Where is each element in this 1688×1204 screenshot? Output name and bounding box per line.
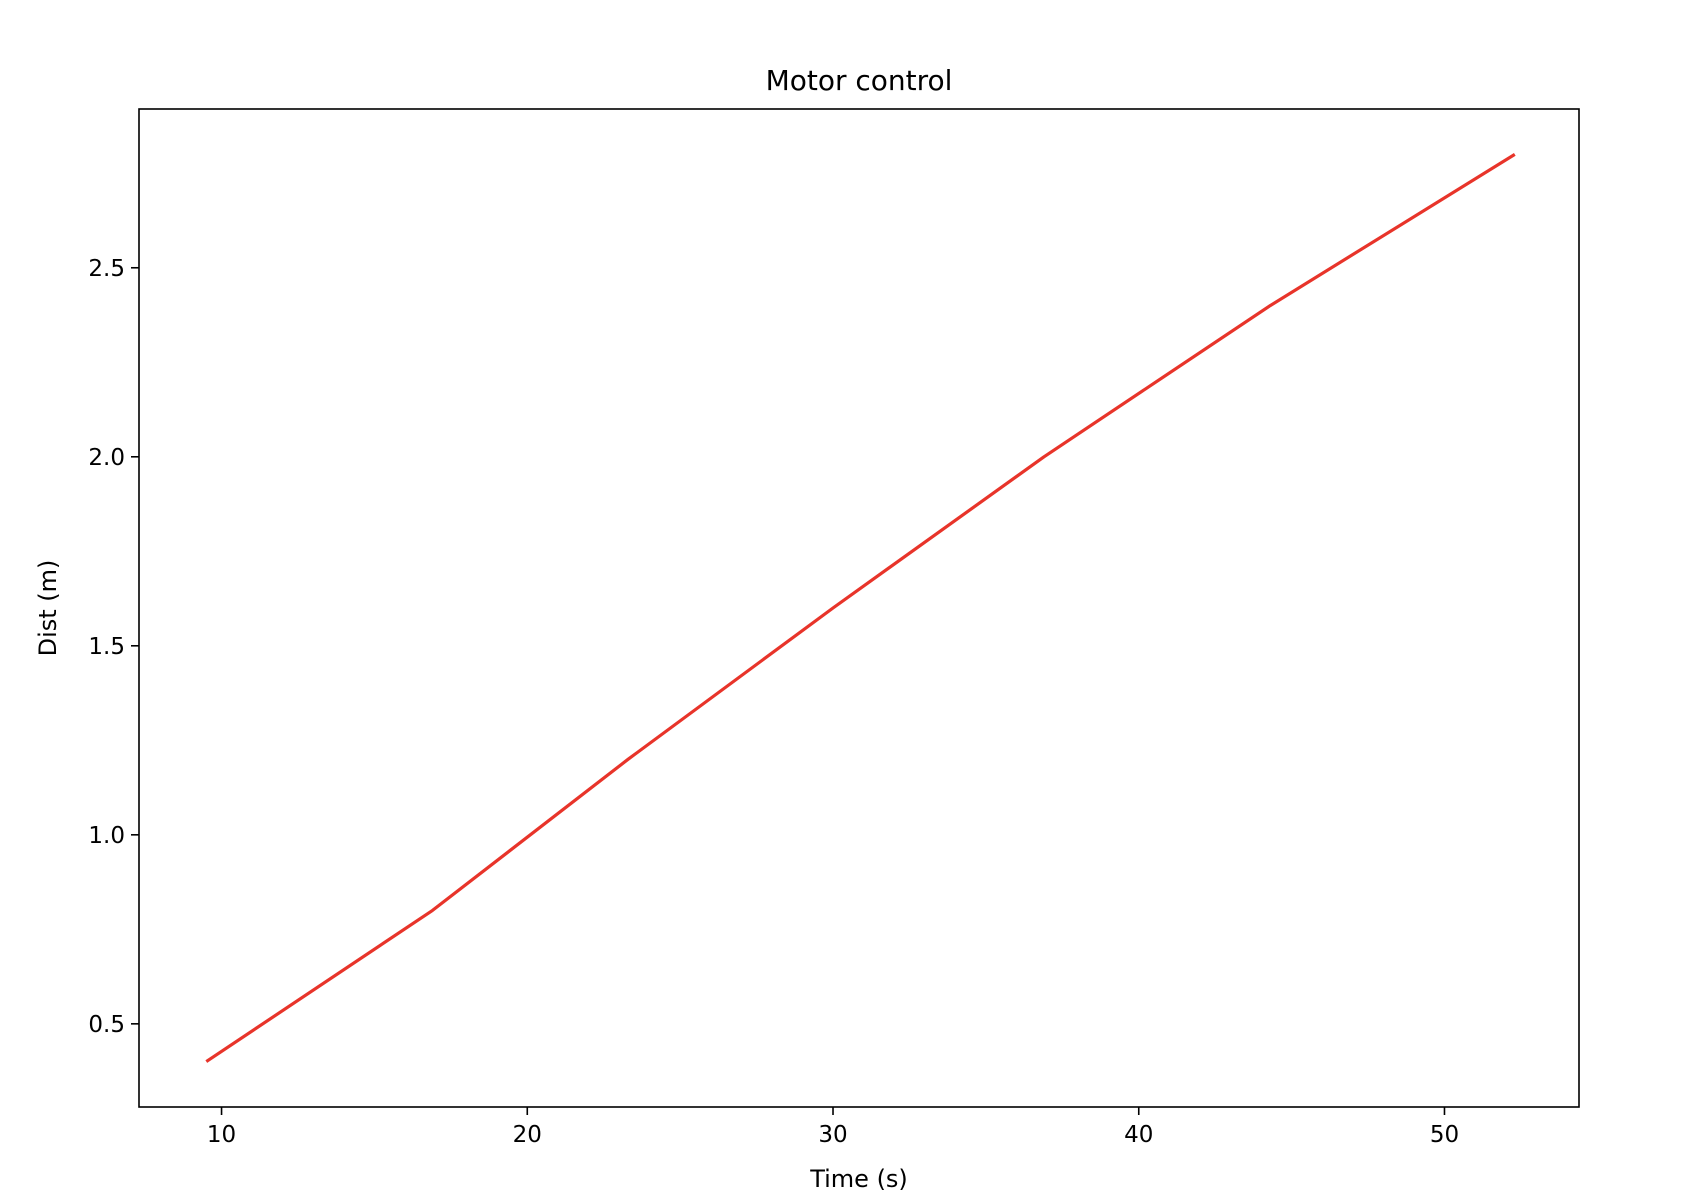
y-tick-label: 1.0: [88, 823, 125, 849]
series-line: [205, 153, 1516, 1063]
y-tick-label: 2.0: [88, 445, 125, 471]
y-axis-label: Dist (m): [34, 560, 62, 657]
y-tick-label: 1.5: [88, 634, 125, 660]
y-tick-label: 0.5: [88, 1012, 125, 1038]
series-layer: [205, 153, 1516, 1063]
x-axis-ticks: 10 20 30 40 50: [207, 1107, 1459, 1148]
plot-area-frame: [138, 108, 1580, 1108]
chart-title: Motor control: [766, 64, 953, 97]
y-tick-label: 2.5: [88, 256, 125, 282]
x-tick-label: 30: [818, 1122, 847, 1148]
x-tick-label: 10: [207, 1122, 236, 1148]
x-tick-label: 50: [1430, 1122, 1459, 1148]
x-tick-label: 20: [513, 1122, 542, 1148]
y-axis-ticks: 0.5 1.0 1.5 2.0 2.5: [88, 256, 139, 1038]
x-tick-label: 40: [1124, 1122, 1153, 1148]
x-axis-label: Time (s): [809, 1165, 908, 1193]
